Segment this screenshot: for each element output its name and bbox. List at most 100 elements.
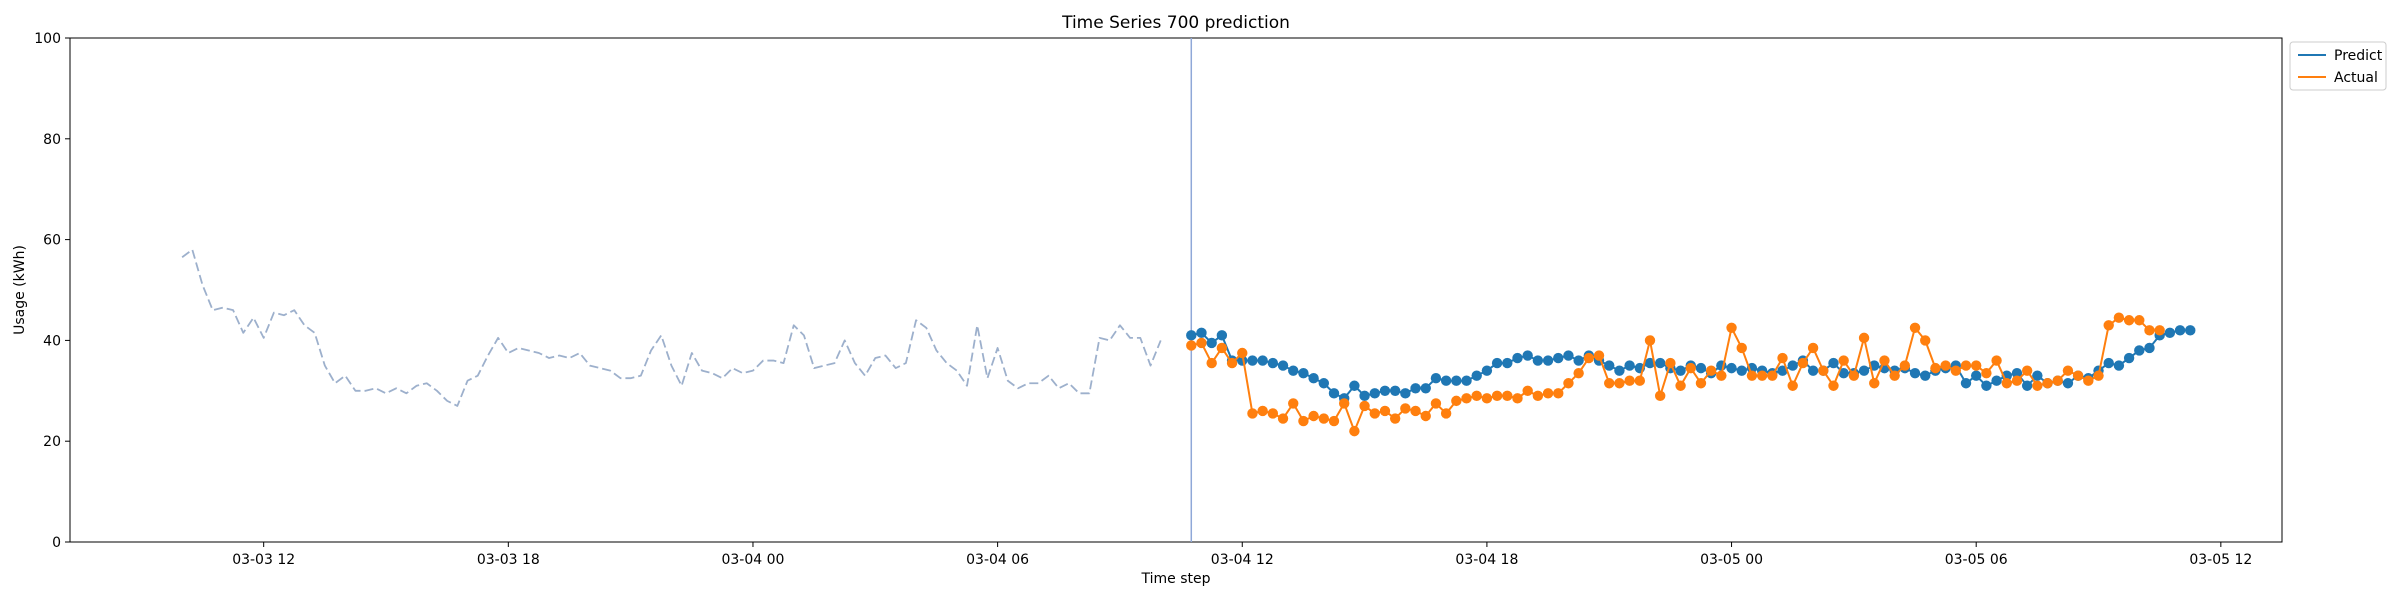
actual-point xyxy=(1685,362,1696,374)
predict-point xyxy=(1471,370,1482,381)
history-series-line xyxy=(181,248,1162,407)
actual-point xyxy=(1471,390,1482,402)
actual-point xyxy=(1257,405,1268,417)
actual-point xyxy=(1451,395,1462,407)
actual-point xyxy=(1400,403,1411,414)
predict-point xyxy=(1970,370,1982,381)
actual-point xyxy=(1226,357,1238,369)
actual-point xyxy=(1267,408,1279,419)
predict-point xyxy=(2021,380,2033,391)
actual-point xyxy=(1359,400,1370,412)
actual-point xyxy=(1818,365,1829,376)
predict-point xyxy=(1461,375,1472,386)
predict-point xyxy=(1298,367,1309,379)
predict-point xyxy=(1726,362,1737,374)
actual-point xyxy=(1848,370,1860,381)
actual-point xyxy=(1583,352,1595,364)
actual-point xyxy=(1726,322,1737,333)
actual-point xyxy=(1940,360,1951,371)
predict-point xyxy=(2062,378,2074,389)
actual-point xyxy=(1604,378,1615,389)
actual-point xyxy=(2032,380,2043,391)
predict-point xyxy=(1440,375,1452,386)
x-tick-label: 03-05 06 xyxy=(1945,552,2008,568)
y-tick-label: 0 xyxy=(52,535,61,551)
actual-point xyxy=(2103,320,2114,331)
actual-point xyxy=(1920,335,1931,346)
actual-point xyxy=(1807,342,1819,354)
predict-point xyxy=(1349,380,1360,391)
actual-point xyxy=(1665,357,1676,369)
actual-point xyxy=(1797,357,1809,369)
actual-point xyxy=(1563,378,1574,389)
actual-point xyxy=(1756,370,1768,381)
actual-point xyxy=(2113,312,2125,323)
predict-point xyxy=(1532,355,1544,366)
predict-point xyxy=(2011,367,2023,379)
actual-point xyxy=(1338,398,1350,409)
predict-point xyxy=(1328,388,1340,399)
y-tick-label: 100 xyxy=(34,31,61,47)
predict-point xyxy=(1288,365,1299,376)
actual-point xyxy=(2083,375,2094,386)
actual-point xyxy=(1869,378,1880,389)
actual-point xyxy=(2042,378,2053,389)
legend-predict-label: Predict xyxy=(2334,48,2383,64)
predict-point xyxy=(1277,360,1289,371)
predict-point xyxy=(1369,388,1380,399)
actual-point xyxy=(1237,347,1248,359)
actual-point xyxy=(1308,410,1319,422)
actual-point xyxy=(1440,408,1452,419)
predict-point xyxy=(1318,378,1330,389)
predict-point xyxy=(1736,365,1747,376)
y-axis: 0 20 40 60 80 100 xyxy=(34,31,70,551)
predict-point xyxy=(1695,362,1707,374)
actual-point xyxy=(1502,390,1513,402)
actual-point xyxy=(1981,367,1992,379)
predict-point xyxy=(1389,385,1401,396)
actual-point xyxy=(1491,390,1503,402)
actual-point xyxy=(1420,410,1431,422)
actual-point xyxy=(1328,415,1340,427)
predict-point xyxy=(1807,365,1819,376)
predict-point xyxy=(1614,365,1625,376)
predict-point xyxy=(1512,352,1523,364)
actual-point xyxy=(1532,390,1544,402)
actual-point xyxy=(1828,380,1839,391)
predict-point xyxy=(1196,327,1207,339)
actual-point xyxy=(1838,355,1849,366)
actual-point xyxy=(1634,375,1646,386)
actual-point xyxy=(1746,370,1758,381)
x-tick-label: 03-05 00 xyxy=(1700,552,1763,568)
actual-point xyxy=(1369,408,1380,419)
predict-point xyxy=(2164,327,2176,339)
predict-point xyxy=(1206,337,1217,349)
predict-point xyxy=(2174,325,2186,336)
actual-point xyxy=(1288,398,1299,409)
predict-point xyxy=(1838,367,1849,379)
predict-point xyxy=(1359,390,1370,402)
actual-point xyxy=(1247,408,1258,419)
chart-title: Time Series 700 prediction xyxy=(1061,13,1290,33)
predict-point xyxy=(1481,365,1493,376)
predict-point xyxy=(2113,360,2125,371)
actual-point xyxy=(1196,337,1207,349)
actual-point xyxy=(1430,398,1442,409)
y-tick-label: 60 xyxy=(43,233,61,249)
actual-point xyxy=(1879,355,1890,366)
predict-point xyxy=(1654,357,1666,369)
actual-point xyxy=(1410,405,1421,417)
actual-point xyxy=(2011,375,2023,386)
actual-point xyxy=(1716,370,1727,381)
x-tick-label: 03-04 12 xyxy=(1211,552,1274,568)
actual-point xyxy=(1349,425,1360,437)
predict-point xyxy=(1420,383,1431,394)
actual-point xyxy=(1277,413,1289,424)
predict-point xyxy=(1787,360,1798,371)
predict-point xyxy=(1828,357,1839,369)
actual-point xyxy=(1767,370,1778,381)
actual-point xyxy=(1389,413,1401,424)
actual-point xyxy=(1991,355,2002,366)
predict-point xyxy=(1522,350,1533,361)
actual-point xyxy=(1593,350,1605,361)
